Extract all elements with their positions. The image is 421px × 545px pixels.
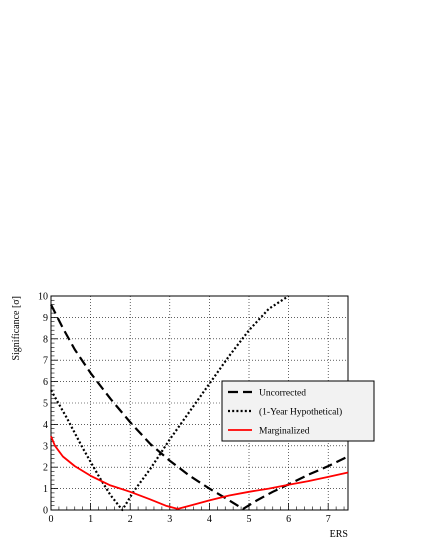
y-tick-label: 8	[43, 334, 48, 345]
axis-ticks: 0 1 2 3 4 5 6 7 0 1 2 3 4 5 6 7 8 9 10	[38, 292, 345, 525]
x-tick-label: 1	[88, 514, 93, 525]
legend-label-2: Marginalized	[259, 427, 310, 437]
y-tick-label: 2	[43, 463, 48, 474]
legend-items: Uncorrected (1-Year Hypothetical) Marginal…	[228, 389, 342, 437]
y-tick-label: 4	[43, 420, 48, 431]
x-tick-label: 2	[128, 514, 133, 525]
y-tick-label: 0	[43, 506, 48, 517]
x-tick-label: 5	[247, 514, 252, 525]
y-axis-title: Significance [σ]	[11, 296, 22, 361]
y-tick-label: 3	[43, 441, 48, 452]
x-tick-label: 0	[49, 514, 54, 525]
x-tick-label: 6	[286, 514, 291, 525]
series-line-2	[50, 435, 349, 510]
series-line-0	[50, 304, 349, 511]
y-tick-label: 10	[38, 292, 48, 303]
y-tick-label: 6	[43, 377, 48, 388]
y-tick-label: 1	[43, 484, 48, 495]
x-axis-title: ERS	[330, 529, 348, 540]
legend-label-1: (1-Year Hypothetical)	[259, 407, 342, 418]
y-tick-label: 7	[43, 356, 48, 367]
legend-label-0: Uncorrected	[259, 389, 306, 399]
x-tick-label: 7	[326, 514, 331, 525]
y-tick-label: 9	[43, 313, 48, 324]
series-line-1	[50, 295, 290, 512]
legend: Uncorrected (1-Year Hypothetical) Marginal…	[221, 380, 375, 442]
y-tick-label: 5	[43, 399, 48, 410]
series-group	[50, 295, 349, 512]
x-tick-label: 3	[167, 514, 172, 525]
x-tick-label: 4	[207, 514, 212, 525]
